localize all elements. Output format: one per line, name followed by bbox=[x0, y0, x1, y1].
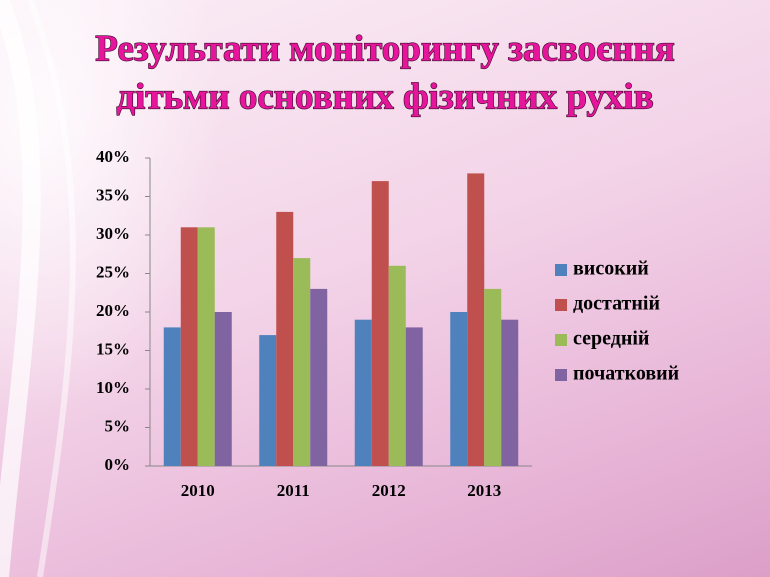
legend-swatch bbox=[555, 299, 567, 311]
bar bbox=[467, 173, 485, 466]
x-tick-label: 2010 bbox=[181, 481, 215, 500]
bar bbox=[276, 211, 294, 466]
x-tick-label: 2013 bbox=[467, 481, 501, 500]
decor-swoosh bbox=[0, 0, 41, 577]
bar bbox=[388, 265, 406, 466]
bar bbox=[405, 327, 423, 466]
legend-swatch bbox=[555, 369, 567, 381]
bar bbox=[197, 227, 215, 466]
y-tick-label: 0% bbox=[105, 455, 131, 474]
x-tick-label: 2012 bbox=[372, 481, 406, 500]
y-tick-label: 15% bbox=[96, 339, 130, 358]
bar bbox=[259, 335, 277, 466]
legend-label: високий bbox=[573, 258, 649, 280]
legend-label: достатній bbox=[573, 293, 660, 315]
y-tick-label: 30% bbox=[96, 224, 130, 243]
bar bbox=[214, 312, 232, 466]
legend-swatch bbox=[555, 334, 567, 346]
bar bbox=[484, 288, 502, 466]
y-tick-label: 5% bbox=[105, 416, 131, 435]
y-tick-label: 20% bbox=[96, 301, 130, 320]
bar bbox=[371, 181, 389, 466]
y-tick-label: 40% bbox=[96, 147, 130, 166]
bar bbox=[501, 319, 519, 466]
decor-swoosh bbox=[27, 0, 76, 577]
bar bbox=[180, 227, 198, 466]
bar bbox=[293, 258, 311, 466]
legend-label: початковий bbox=[573, 363, 679, 385]
x-tick-label: 2011 bbox=[277, 481, 310, 500]
bar bbox=[354, 319, 372, 466]
bar bbox=[450, 312, 468, 466]
bar bbox=[310, 288, 328, 466]
y-tick-label: 10% bbox=[96, 378, 130, 397]
bar bbox=[163, 327, 181, 466]
legend-swatch bbox=[555, 264, 567, 276]
chart-title: дітьми основних фізичних рухів bbox=[116, 76, 653, 117]
y-tick-label: 25% bbox=[96, 262, 130, 281]
legend-label: середній bbox=[573, 328, 649, 350]
y-tick-label: 35% bbox=[96, 185, 130, 204]
chart-title: Результати моніторингу засвоєння bbox=[95, 28, 674, 69]
